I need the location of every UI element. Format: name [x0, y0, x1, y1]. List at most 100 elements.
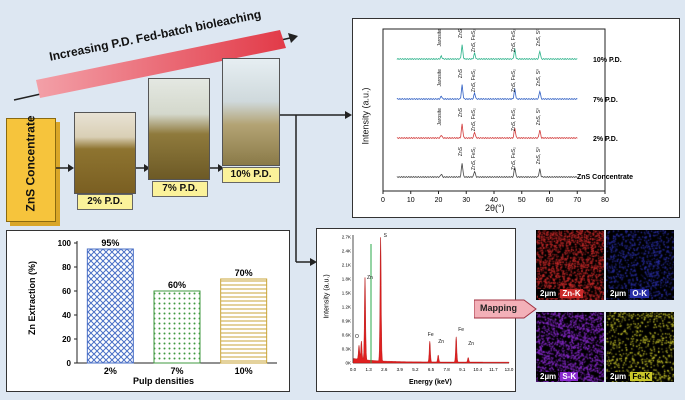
- map-s-caption: 2µm S-K: [538, 372, 579, 381]
- edx-peak-label: Fe: [458, 327, 465, 334]
- bar-value-label: 70%: [235, 268, 253, 278]
- xrd-peak-label: ZnS, FeS₂: [510, 108, 517, 132]
- map-zn: [536, 230, 604, 300]
- bar-category-label: 2%: [104, 366, 117, 376]
- bar-value-label: 60%: [168, 280, 186, 290]
- xrd-peak-label: ZnS: [458, 108, 465, 118]
- xrd-peak-label: ZnS: [458, 29, 465, 39]
- edx-peak-label: Zn: [367, 275, 373, 281]
- xrd-tick-label: 50: [518, 197, 526, 204]
- xrd-peak-label: Jarosite: [437, 69, 444, 87]
- edx-xtick-label: 7.8: [443, 367, 450, 372]
- edx-ylabel: Intensity (a.u.): [323, 274, 331, 319]
- bar-ylabel: Zn Extraction (%): [27, 260, 38, 336]
- bar-mark: [153, 290, 201, 364]
- edx-xtick-label: 10.4: [473, 367, 482, 372]
- edx-ytick-label: 0K: [345, 361, 351, 366]
- xrd-trace-label-10pd: 10% P.D.: [593, 57, 622, 64]
- xrd-tick-label: 30: [462, 197, 470, 204]
- edx-xtick-label: 9.1: [459, 367, 466, 372]
- reactor-label-7pd: 7% P.D.: [152, 181, 208, 197]
- edx-xtick-label: 2.6: [381, 367, 388, 372]
- edx-plot: 0.0 1.3 2.6 3.9 5.2 6.5 7.8 9.1 10.4 11.7 13.0 0K 0.…: [342, 235, 514, 373]
- reactor-label-2pd: 2% P.D.: [77, 194, 133, 210]
- bar-mark: [86, 248, 134, 364]
- reactor-photo-2pd: [74, 112, 136, 194]
- map-fe: [606, 312, 674, 382]
- xrd-trace-label-2pd: 2% P.D.: [593, 136, 618, 143]
- edx-ytick-label: 1.8K: [342, 277, 351, 282]
- bar-chart: 0 20 40 60 80 100 95% 2% 60% 7% 70% 10%: [58, 238, 277, 376]
- edx-ytick-label: 0.9K: [342, 319, 351, 324]
- xrd-tick-label: 0: [381, 197, 385, 204]
- map-o: [606, 230, 674, 300]
- edx-ytick-label: 0.3K: [342, 347, 351, 352]
- reactor-label-10pd: 10% P.D.: [222, 167, 280, 183]
- bar-value-label: 95%: [101, 238, 119, 248]
- xrd-tick-label: 40: [490, 197, 498, 204]
- edx-peak-label: Zn: [468, 341, 475, 348]
- xrd-peak-label: ZnS, FeS₂: [470, 29, 477, 53]
- edx-ytick-label: 1.5K: [342, 291, 351, 296]
- xrd-tick-label: 70: [573, 197, 581, 204]
- edx-xtick-label: 5.2: [412, 367, 419, 372]
- xrd-tick-label: 80: [601, 197, 609, 204]
- xrd-peak-label: ZnS, FeS₂: [470, 108, 477, 132]
- xrd-tick-label: 60: [546, 197, 554, 204]
- bar-ytick-label: 40: [62, 311, 71, 320]
- bar-xlabel: Pulp densities: [133, 376, 195, 386]
- edx-peak-label: Zn: [438, 339, 445, 345]
- xrd-peak-label: ZnS, S⁰: [535, 69, 542, 87]
- xrd-peak-label: ZnS: [458, 69, 465, 79]
- edx-xtick-label: 3.9: [397, 367, 404, 372]
- xrd-trace: [396, 44, 578, 61]
- xrd-peak-label: ZnS, FeS₂: [510, 69, 517, 93]
- bar-category-label: 10%: [235, 366, 253, 376]
- edx-ytick-label: 0.6K: [342, 333, 351, 338]
- xrd-peak-label: Jarosite: [437, 108, 444, 126]
- xrd-trace: [396, 84, 578, 101]
- bar-ytick-label: 80: [62, 263, 71, 272]
- mapping-label: Mapping: [480, 303, 517, 313]
- xrd-peak-label: ZnS, S⁰: [535, 108, 542, 126]
- xrd-plot: 0 10 20 30 40 50 60 70 80: [381, 28, 609, 204]
- xrd-tick-label: 10: [407, 197, 415, 204]
- edx-ytick-label: 2.7K: [342, 235, 351, 240]
- xrd-tick-label: 20: [435, 197, 443, 204]
- edx-peak-label: O: [355, 333, 359, 340]
- edx-xtick-label: 11.7: [489, 367, 498, 372]
- map-o-caption: 2µm O-K: [608, 289, 650, 298]
- xrd-peak-label: ZnS, S⁰: [535, 147, 542, 165]
- edx-xtick-label: 0.0: [350, 367, 357, 372]
- reactor-photo-7pd: [148, 78, 210, 180]
- edx-xtick-label: 6.5: [428, 367, 435, 372]
- xrd-peak-label: ZnS, FeS₂: [470, 69, 477, 93]
- xrd-peak-label: ZnS, FeS₂: [510, 147, 517, 171]
- xrd-xlabel: 2θ(°): [485, 203, 505, 213]
- bar-mark: [220, 278, 268, 364]
- headline-ribbon: [36, 30, 286, 98]
- map-fe-caption: 2µm Fe-K: [608, 372, 653, 381]
- edx-xlabel: Energy (keV): [409, 379, 452, 386]
- zns-concentrate-block: ZnS Concentrate: [6, 116, 56, 222]
- edx-peak-label: S: [383, 233, 387, 239]
- bar-ytick-label: 20: [62, 335, 71, 344]
- map-s: [536, 312, 604, 382]
- bar-ytick-label: 60: [62, 287, 71, 296]
- edx-xtick-label: 13.0: [505, 367, 514, 372]
- map-zn-caption: 2µm Zn-K: [538, 289, 583, 298]
- xrd-trace: [396, 123, 578, 140]
- bar-category-label: 7%: [170, 366, 183, 376]
- bar-ytick-label: 100: [58, 239, 72, 248]
- edx-spectrum: [352, 237, 510, 364]
- mapping-arrow: [474, 299, 537, 319]
- xrd-peak-label: ZnS: [458, 147, 465, 157]
- xrd-peak-label: ZnS, FeS₂: [470, 147, 477, 171]
- edx-ytick-label: 2.4K: [342, 249, 351, 254]
- xrd-ylabel: Intensity (a.u.): [360, 87, 371, 145]
- xrd-panel: 0 10 20 30 40 50 60 70 80 Intensity (a.u.) 2θ(°)…: [352, 18, 680, 218]
- edx-ytick-label: 1.2K: [342, 305, 351, 310]
- xrd-trace-label-concentrate: ZnS Concentrate: [577, 174, 634, 181]
- xrd-peak-label: ZnS, FeS₂: [510, 29, 517, 53]
- reactor-photo-10pd: [222, 58, 280, 166]
